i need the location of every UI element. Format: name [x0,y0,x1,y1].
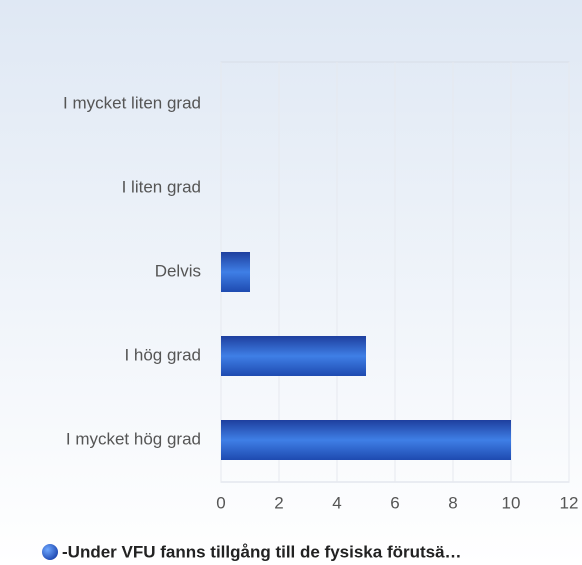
x-tick-label: 6 [390,493,399,512]
y-tick-label: I hög grad [124,345,201,364]
y-tick-label: I mycket hög grad [66,429,201,448]
y-tick-label: I mycket liten grad [63,93,201,112]
bar [221,420,511,460]
x-tick-label: 4 [332,493,341,512]
legend-label: -Under VFU fanns tillgång till de fysisk… [62,542,462,561]
x-tick-label: 10 [502,493,521,512]
x-tick-label: 8 [448,493,457,512]
bar [221,252,250,292]
y-tick-label: I liten grad [122,177,201,196]
x-tick-label: 0 [216,493,225,512]
x-tick-label: 12 [560,493,579,512]
legend-marker [42,544,58,560]
bar [221,336,366,376]
x-tick-label: 2 [274,493,283,512]
y-tick-label: Delvis [155,261,201,280]
